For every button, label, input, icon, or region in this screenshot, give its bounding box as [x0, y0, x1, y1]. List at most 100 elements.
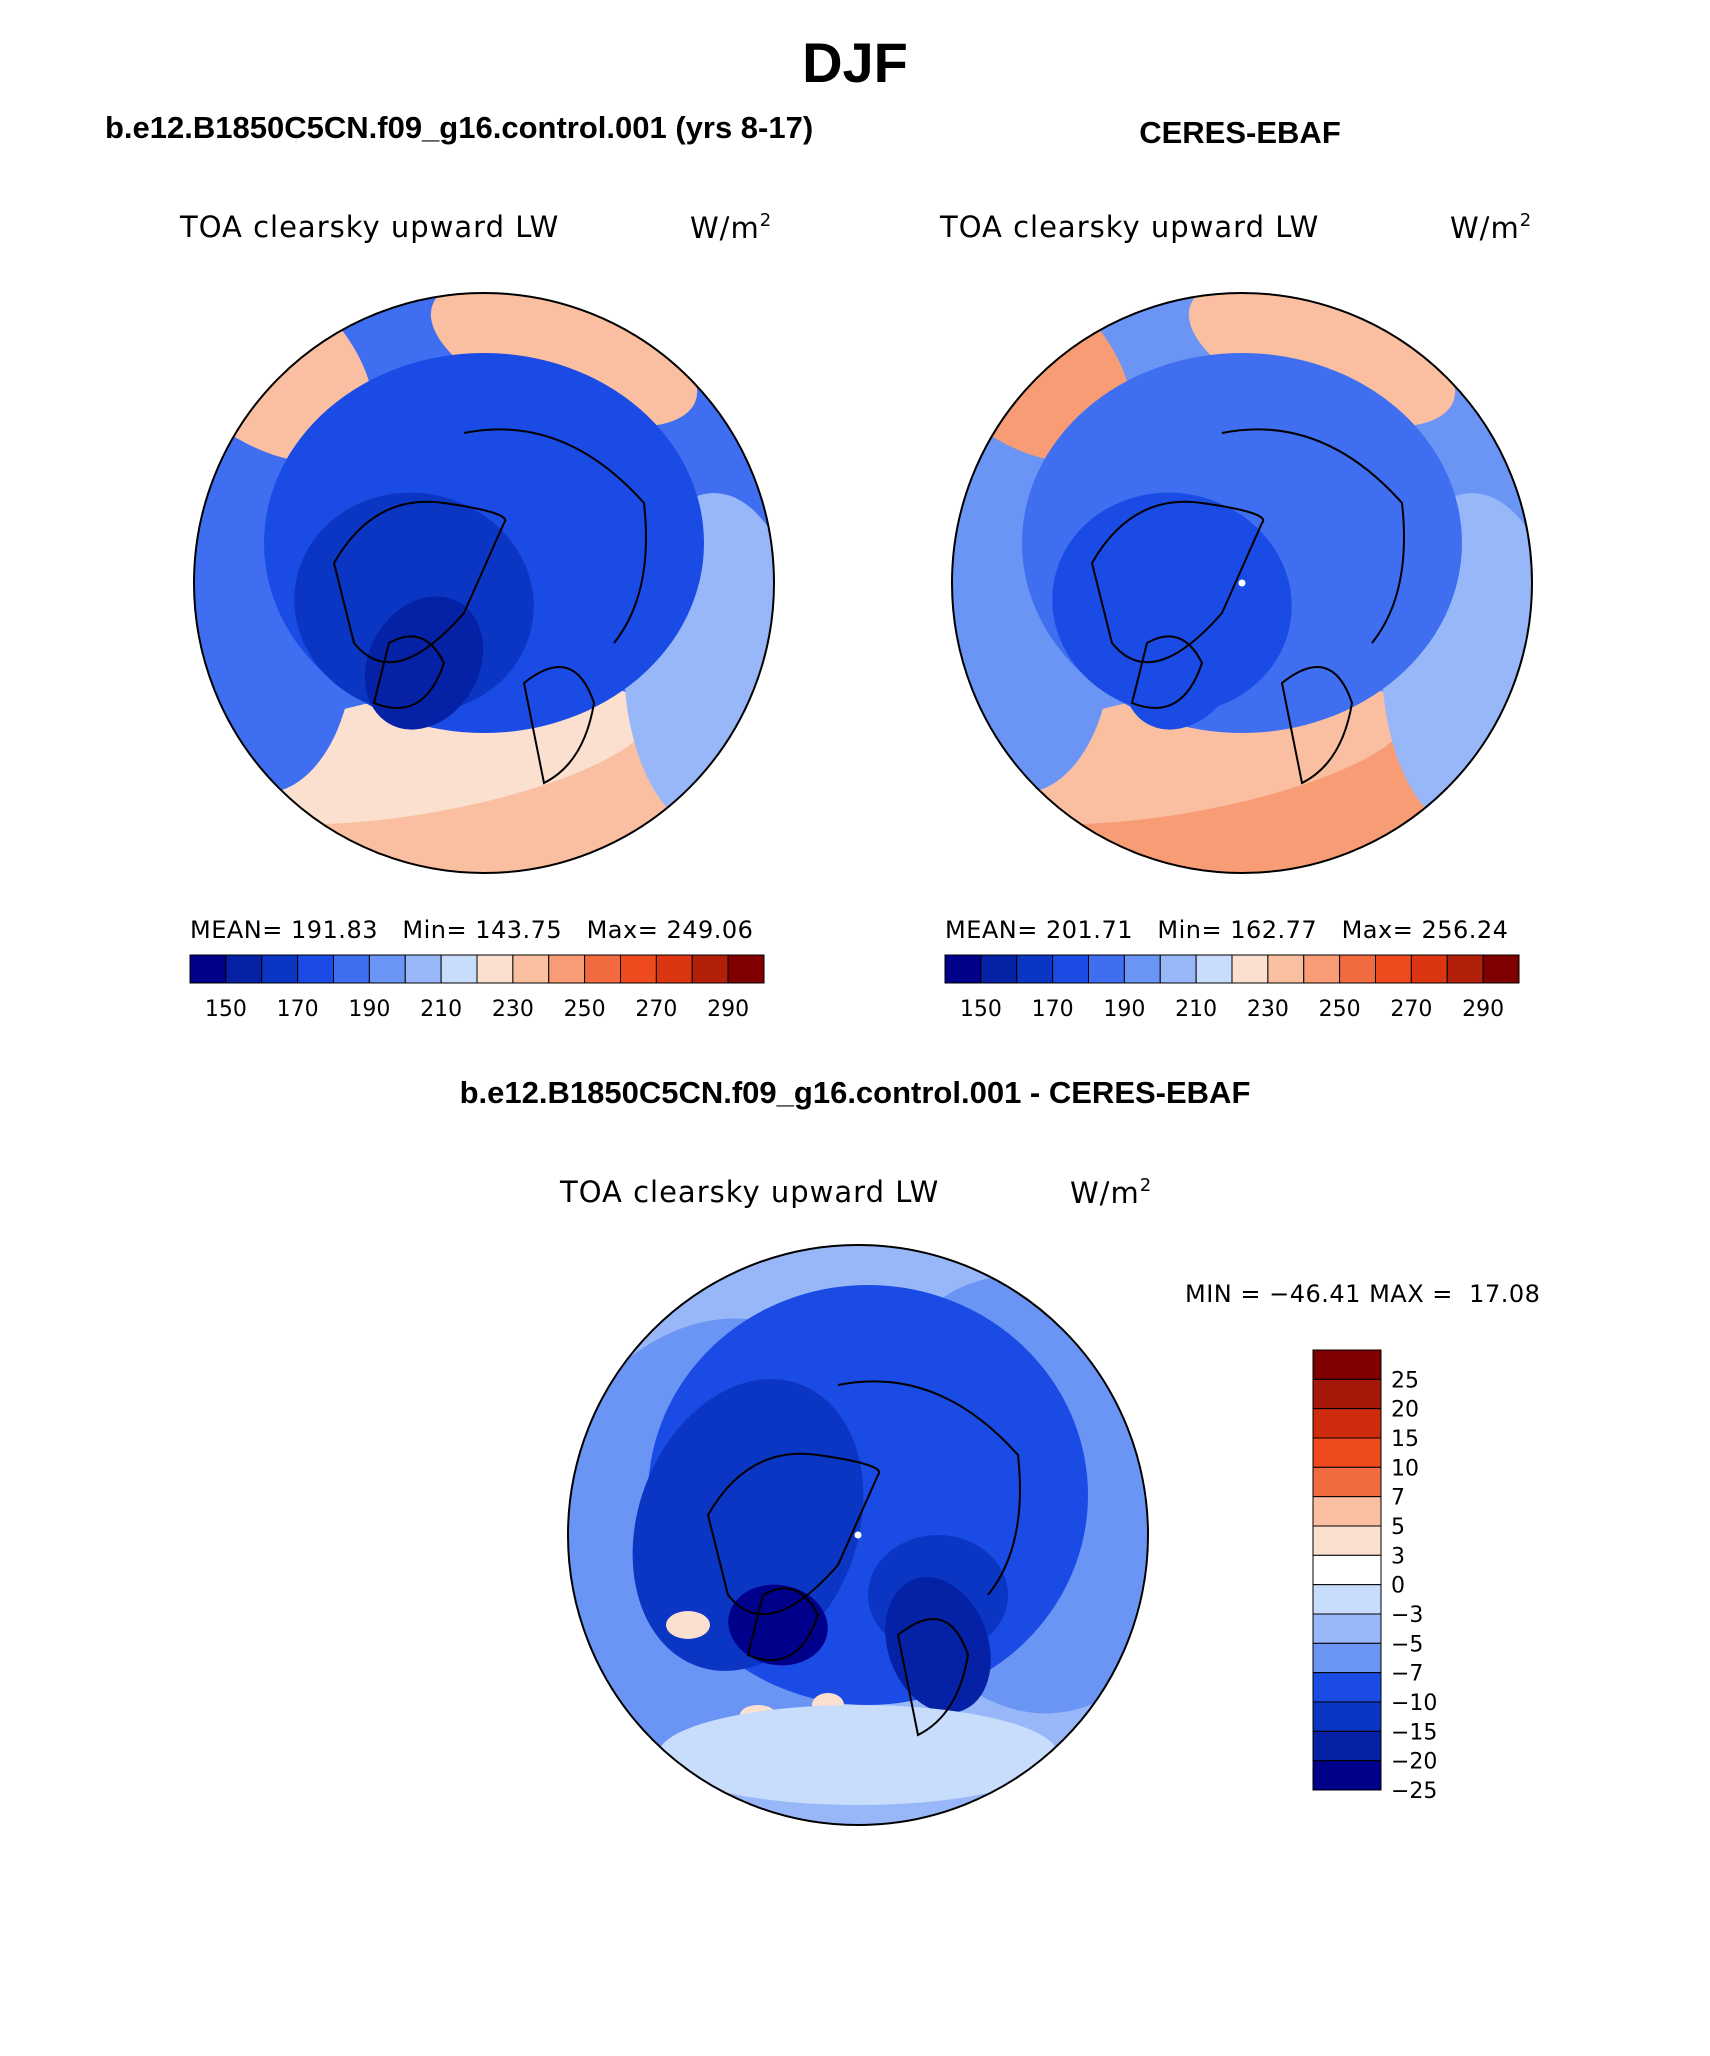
diff-min-label: MIN = [1185, 1280, 1261, 1308]
model-colorbar-tick-label: 270 [635, 997, 677, 1022]
model-mean-label: MEAN= [190, 916, 283, 944]
diff-max-label: MAX = [1369, 1280, 1453, 1308]
diff-colorbar-swatch [1312, 1466, 1382, 1498]
north-pole-marker [1238, 579, 1246, 587]
obs-mean-label: MEAN= [945, 916, 1038, 944]
field-region-north-pacific [430, 293, 698, 427]
diff-stats: MIN = −46.41 MAX = 17.08 [1185, 1280, 1540, 1308]
model-colorbar-tick-label: 290 [707, 997, 749, 1022]
obs-stats: MEAN= 201.71 Min= 162.77 Max= 256.24 [945, 916, 1508, 944]
model-colorbar-tick-label: 230 [492, 997, 534, 1022]
diff-colorbar-tick-label: 0 [1391, 1574, 1405, 1599]
obs-colorbar-tick-label: 230 [1247, 997, 1289, 1022]
model-units-base: W/m [690, 211, 760, 245]
north-pole-marker [854, 1531, 862, 1539]
diff-colorbar-swatch [1312, 1672, 1382, 1703]
diff-colorbar-tick-label: 5 [1391, 1515, 1405, 1540]
diff-units-label: W/m2 [1070, 1175, 1152, 1210]
coastline-2 [1280, 666, 1354, 785]
obs-units-label: W/m2 [1450, 210, 1532, 245]
obs-colorbar-swatch [1375, 954, 1412, 984]
obs-colorbar-swatch [1303, 954, 1341, 984]
diff-colorbar-swatch [1312, 1437, 1382, 1468]
map-field-obs [952, 293, 1532, 873]
diff-colorbar-tick-label: −5 [1391, 1632, 1423, 1657]
model-colorbar-swatch [476, 954, 514, 984]
model-colorbar-tick-label: 170 [277, 997, 319, 1022]
model-colorbar-swatch [189, 954, 227, 984]
obs-colorbar-swatch [1339, 954, 1376, 984]
model-colorbar-swatch [261, 954, 299, 984]
coastline-1 [746, 1587, 820, 1661]
model-colorbar-tick-label: 190 [348, 997, 390, 1022]
obs-colorbar-tick-label: 270 [1390, 997, 1432, 1022]
model-colorbar-swatch [297, 954, 334, 984]
diff-units-base: W/m [1070, 1176, 1140, 1210]
model-colorbar-swatch [548, 954, 586, 984]
obs-colorbar-tick-label: 170 [1032, 997, 1074, 1022]
model-colorbar-swatch [512, 954, 550, 984]
obs-field-label: TOA clearsky upward LW [940, 210, 1320, 244]
map-boundary-obs [951, 292, 1533, 874]
coastline-3 [837, 1380, 1021, 1596]
diff-colorbar-swatch [1312, 1554, 1382, 1586]
diff-colorbar-swatch [1312, 1525, 1382, 1556]
field-region-greenland [1122, 596, 1242, 730]
model-panel-title: b.e12.B1850C5CN.f09_g16.control.001 (yrs… [105, 110, 814, 145]
difference-panel-title: b.e12.B1850C5CN.f09_g16.control.001 - CE… [459, 1075, 1251, 1110]
model-colorbar-swatch [691, 954, 729, 984]
diff-min-value: −46.41 [1269, 1280, 1361, 1308]
obs-panel-title: CERES-EBAF [1139, 115, 1341, 150]
field-region-warm-edge [952, 803, 1112, 873]
model-colorbar-swatch [368, 954, 406, 984]
model-field-label: TOA clearsky upward LW [180, 210, 560, 244]
diff-max-value: 17.08 [1469, 1280, 1541, 1308]
field-region-south-atlantic [658, 1705, 1058, 1805]
diff-field-label: TOA clearsky upward LW [560, 1175, 940, 1209]
coastline-2 [522, 666, 596, 785]
model-colorbar-swatch [440, 954, 478, 984]
model-max-value: 249.06 [666, 916, 754, 944]
diff-colorbar-swatch [1312, 1349, 1382, 1380]
obs-max-label: Max= [1341, 916, 1414, 944]
model-stats: MEAN= 191.83 Min= 143.75 Max= 249.06 [190, 916, 753, 944]
diff-colorbar-tick-label: −10 [1391, 1691, 1437, 1716]
diff-colorbar-tick-label: 7 [1391, 1486, 1405, 1511]
obs-colorbar-swatch [1195, 954, 1233, 984]
coastline-0 [1090, 500, 1265, 664]
model-colorbar-swatch [333, 954, 370, 984]
obs-colorbar-tick-label: 210 [1175, 997, 1217, 1022]
model-min-label: Min= [402, 916, 468, 944]
coastline-3 [1221, 428, 1405, 644]
map-field-diff [568, 1245, 1148, 1825]
model-colorbar-swatch [225, 954, 263, 984]
map-field-model [194, 293, 774, 873]
obs-colorbar-swatch [1123, 954, 1161, 984]
diff-colorbar-tick-label: −15 [1391, 1720, 1437, 1745]
obs-units-exponent: 2 [1519, 210, 1533, 231]
diff-colorbar-tick-label: 15 [1391, 1427, 1419, 1452]
model-max-label: Max= [586, 916, 659, 944]
obs-colorbar-tick-label: 150 [960, 997, 1002, 1022]
map-boundary-diff [567, 1244, 1149, 1826]
main-title: DJF [802, 31, 908, 94]
model-mean-value: 191.83 [291, 916, 378, 944]
diff-colorbar-tick-label: 20 [1391, 1398, 1419, 1423]
obs-colorbar-swatch [1446, 954, 1484, 984]
field-region-positive-1 [666, 1611, 710, 1639]
obs-colorbar-swatch [1231, 954, 1269, 984]
diff-colorbar-swatch [1312, 1408, 1382, 1439]
obs-colorbar-swatch [1088, 954, 1125, 984]
field-region-greenland [364, 596, 484, 730]
model-colorbar-swatch [584, 954, 621, 984]
diff-colorbar-swatch [1312, 1701, 1382, 1732]
diff-colorbar-tick-label: 10 [1391, 1456, 1419, 1481]
model-units-label: W/m2 [690, 210, 772, 245]
diff-colorbar-tick-label: −20 [1391, 1750, 1437, 1775]
obs-colorbar-swatch [944, 954, 982, 984]
model-colorbar-tick-label: 150 [205, 997, 247, 1022]
model-colorbar-tick-label: 250 [564, 997, 606, 1022]
obs-colorbar-swatch [1052, 954, 1089, 984]
obs-min-label: Min= [1157, 916, 1223, 944]
